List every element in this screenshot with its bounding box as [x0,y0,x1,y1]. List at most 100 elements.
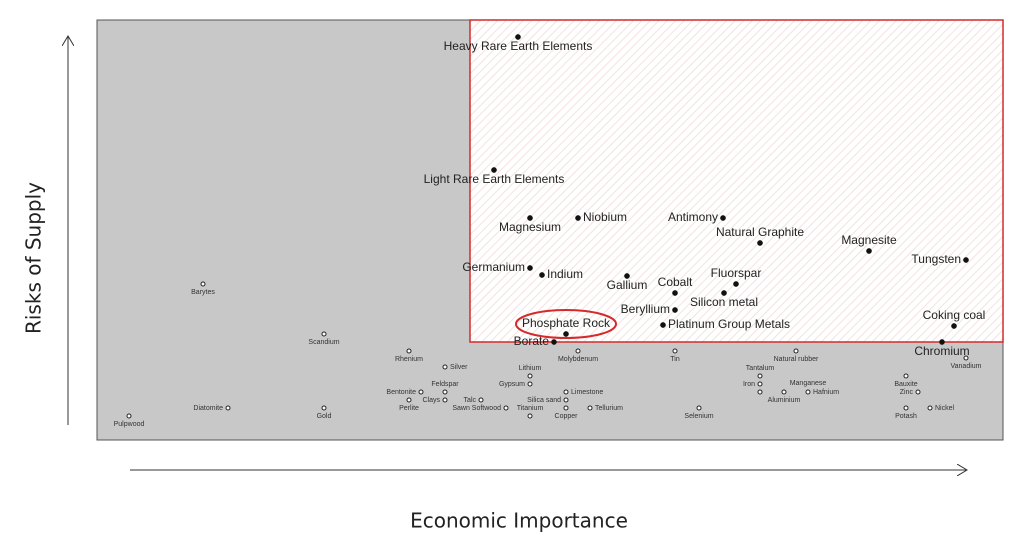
point-label: Cobalt [658,275,693,289]
point-label-small: Lithium [519,365,542,372]
point-label-small: Perlite [399,405,419,412]
point-label-small: Tellurium [595,405,623,412]
critical-point [491,167,497,173]
point-label: Germanium [462,260,525,274]
point-label-small: Nickel [935,405,955,412]
point-label-small: Copper [555,413,579,420]
point-label-small: Talc [464,397,477,404]
point-label-small: Bauxite [894,381,917,388]
point-label-small: Hafnium [813,389,839,396]
point-label-small: Aluminium [768,397,801,404]
point-label-small: Feldspar [431,381,459,388]
point-label: Beryllium [621,302,670,316]
point-label-small: Barytes [191,289,215,296]
point [587,405,593,411]
point [915,389,921,395]
point-label-small: Vanadium [950,363,981,370]
point [321,331,327,337]
critical-point [721,290,727,296]
point-label: Magnesium [499,220,561,234]
critical-point [660,322,666,328]
highlight-ring [515,309,617,339]
point [781,389,787,395]
critical-region [469,19,1004,343]
critical-point [527,265,533,271]
critical-point [527,215,533,221]
point [563,405,569,411]
critical-point [866,248,872,254]
critical-point [963,257,969,263]
critical-point [539,272,545,278]
point [225,405,231,411]
point [563,397,569,403]
critical-point [720,215,726,221]
point-label: Natural Graphite [716,225,804,239]
point-label: Borate [514,334,550,348]
critical-point [733,281,739,287]
point-label-small: Bentonite [386,389,416,396]
point-label: Coking coal [923,308,986,322]
point-label-small: Rhenium [395,356,423,363]
point-label: Gallium [607,278,648,292]
y-axis-label: Risks of Supply [22,182,46,334]
critical-point [951,323,957,329]
point [418,389,424,395]
point [805,389,811,395]
point [927,405,933,411]
critical-point [515,34,521,40]
point [406,348,412,354]
point [442,364,448,370]
point-label: Tungsten [911,252,961,266]
critical-point [757,240,763,246]
point-label: Phosphate Rock [522,316,611,330]
point [757,373,763,379]
point [672,348,678,354]
point [963,355,969,361]
point [503,405,509,411]
x-axis-label: Economic Importance [410,509,628,533]
critical-point [672,290,678,296]
point-label-small: Diatomite [193,405,223,412]
point-label-small: Clays [422,397,440,404]
point-label-small: Selenium [684,413,713,420]
point-label-small: Scandium [308,339,339,346]
point-label: Fluorspar [711,266,762,280]
point-label-small: Natural rubber [774,356,819,363]
point [478,397,484,403]
point [321,405,327,411]
point [563,389,569,395]
point [200,281,206,287]
critical-point [939,339,945,345]
point-label: Light Rare Earth Elements [424,172,565,186]
critical-point [551,339,557,345]
point [757,389,763,395]
point-label-small: Iron [743,381,755,388]
critical-point [672,307,678,313]
critical-point [563,331,569,337]
point-label-small: Tantalum [746,365,775,372]
point-label-small: Manganese [790,380,827,387]
point-label-small: Silica sand [527,397,561,404]
point-label: Heavy Rare Earth Elements [444,39,593,53]
point [575,348,581,354]
point [442,389,448,395]
point-label-small: Gypsum [499,381,525,388]
point-label: Chromium [914,344,969,358]
point [696,405,702,411]
point-label-small: Pulpwood [114,421,145,428]
point-label-small: Silver [450,364,468,371]
point-label-small: Potash [895,413,917,420]
point-label-small: Tin [670,356,680,363]
point [126,413,132,419]
point [527,381,533,387]
point-label: Silicon metal [690,295,758,309]
point [793,348,799,354]
point [903,373,909,379]
point [527,413,533,419]
point-label-small: Sawn Softwood [452,405,501,412]
point-label-small: Titanium [517,405,544,412]
point-label-small: Molybdenum [558,356,598,363]
point-label-small: Zinc [900,389,914,396]
point [757,381,763,387]
